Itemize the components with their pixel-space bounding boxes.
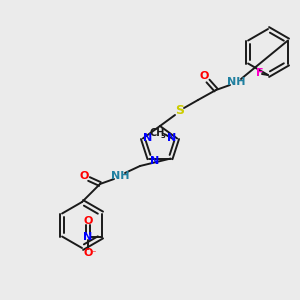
Text: O: O bbox=[83, 248, 93, 257]
Text: N: N bbox=[150, 156, 159, 166]
Text: S: S bbox=[176, 103, 184, 116]
Text: ⁻: ⁻ bbox=[92, 248, 96, 257]
Text: NH: NH bbox=[227, 77, 245, 87]
Text: F: F bbox=[256, 68, 264, 78]
Text: NH: NH bbox=[111, 171, 129, 181]
Text: O: O bbox=[79, 171, 89, 181]
Text: O: O bbox=[199, 71, 209, 81]
Text: O: O bbox=[83, 215, 93, 226]
Text: 3: 3 bbox=[161, 134, 166, 140]
Text: N: N bbox=[167, 134, 177, 143]
Text: N: N bbox=[143, 134, 152, 143]
Text: CH: CH bbox=[149, 128, 165, 138]
Text: N: N bbox=[83, 232, 92, 242]
